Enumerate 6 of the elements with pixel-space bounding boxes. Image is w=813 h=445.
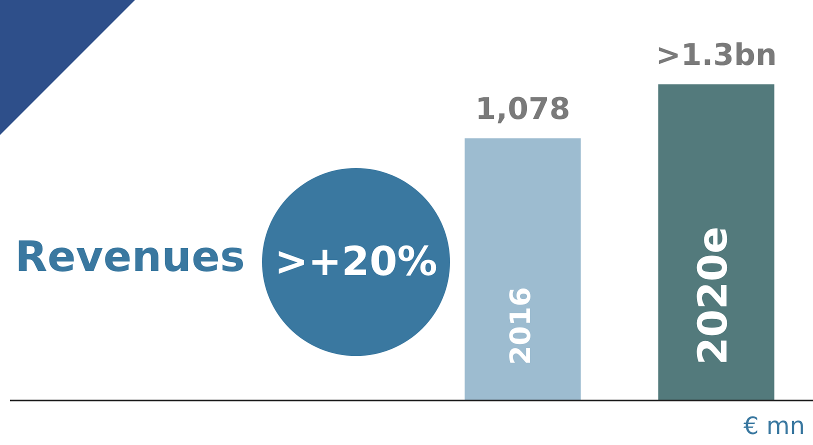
text: Revenues xyxy=(15,232,245,281)
x-tick-label: 2016 xyxy=(504,287,538,365)
text: € mn xyxy=(744,412,805,440)
data-label: >1.3bn xyxy=(656,38,777,74)
x-tick-label: 2020e xyxy=(690,226,737,365)
data-label: 1,078 xyxy=(475,92,570,127)
